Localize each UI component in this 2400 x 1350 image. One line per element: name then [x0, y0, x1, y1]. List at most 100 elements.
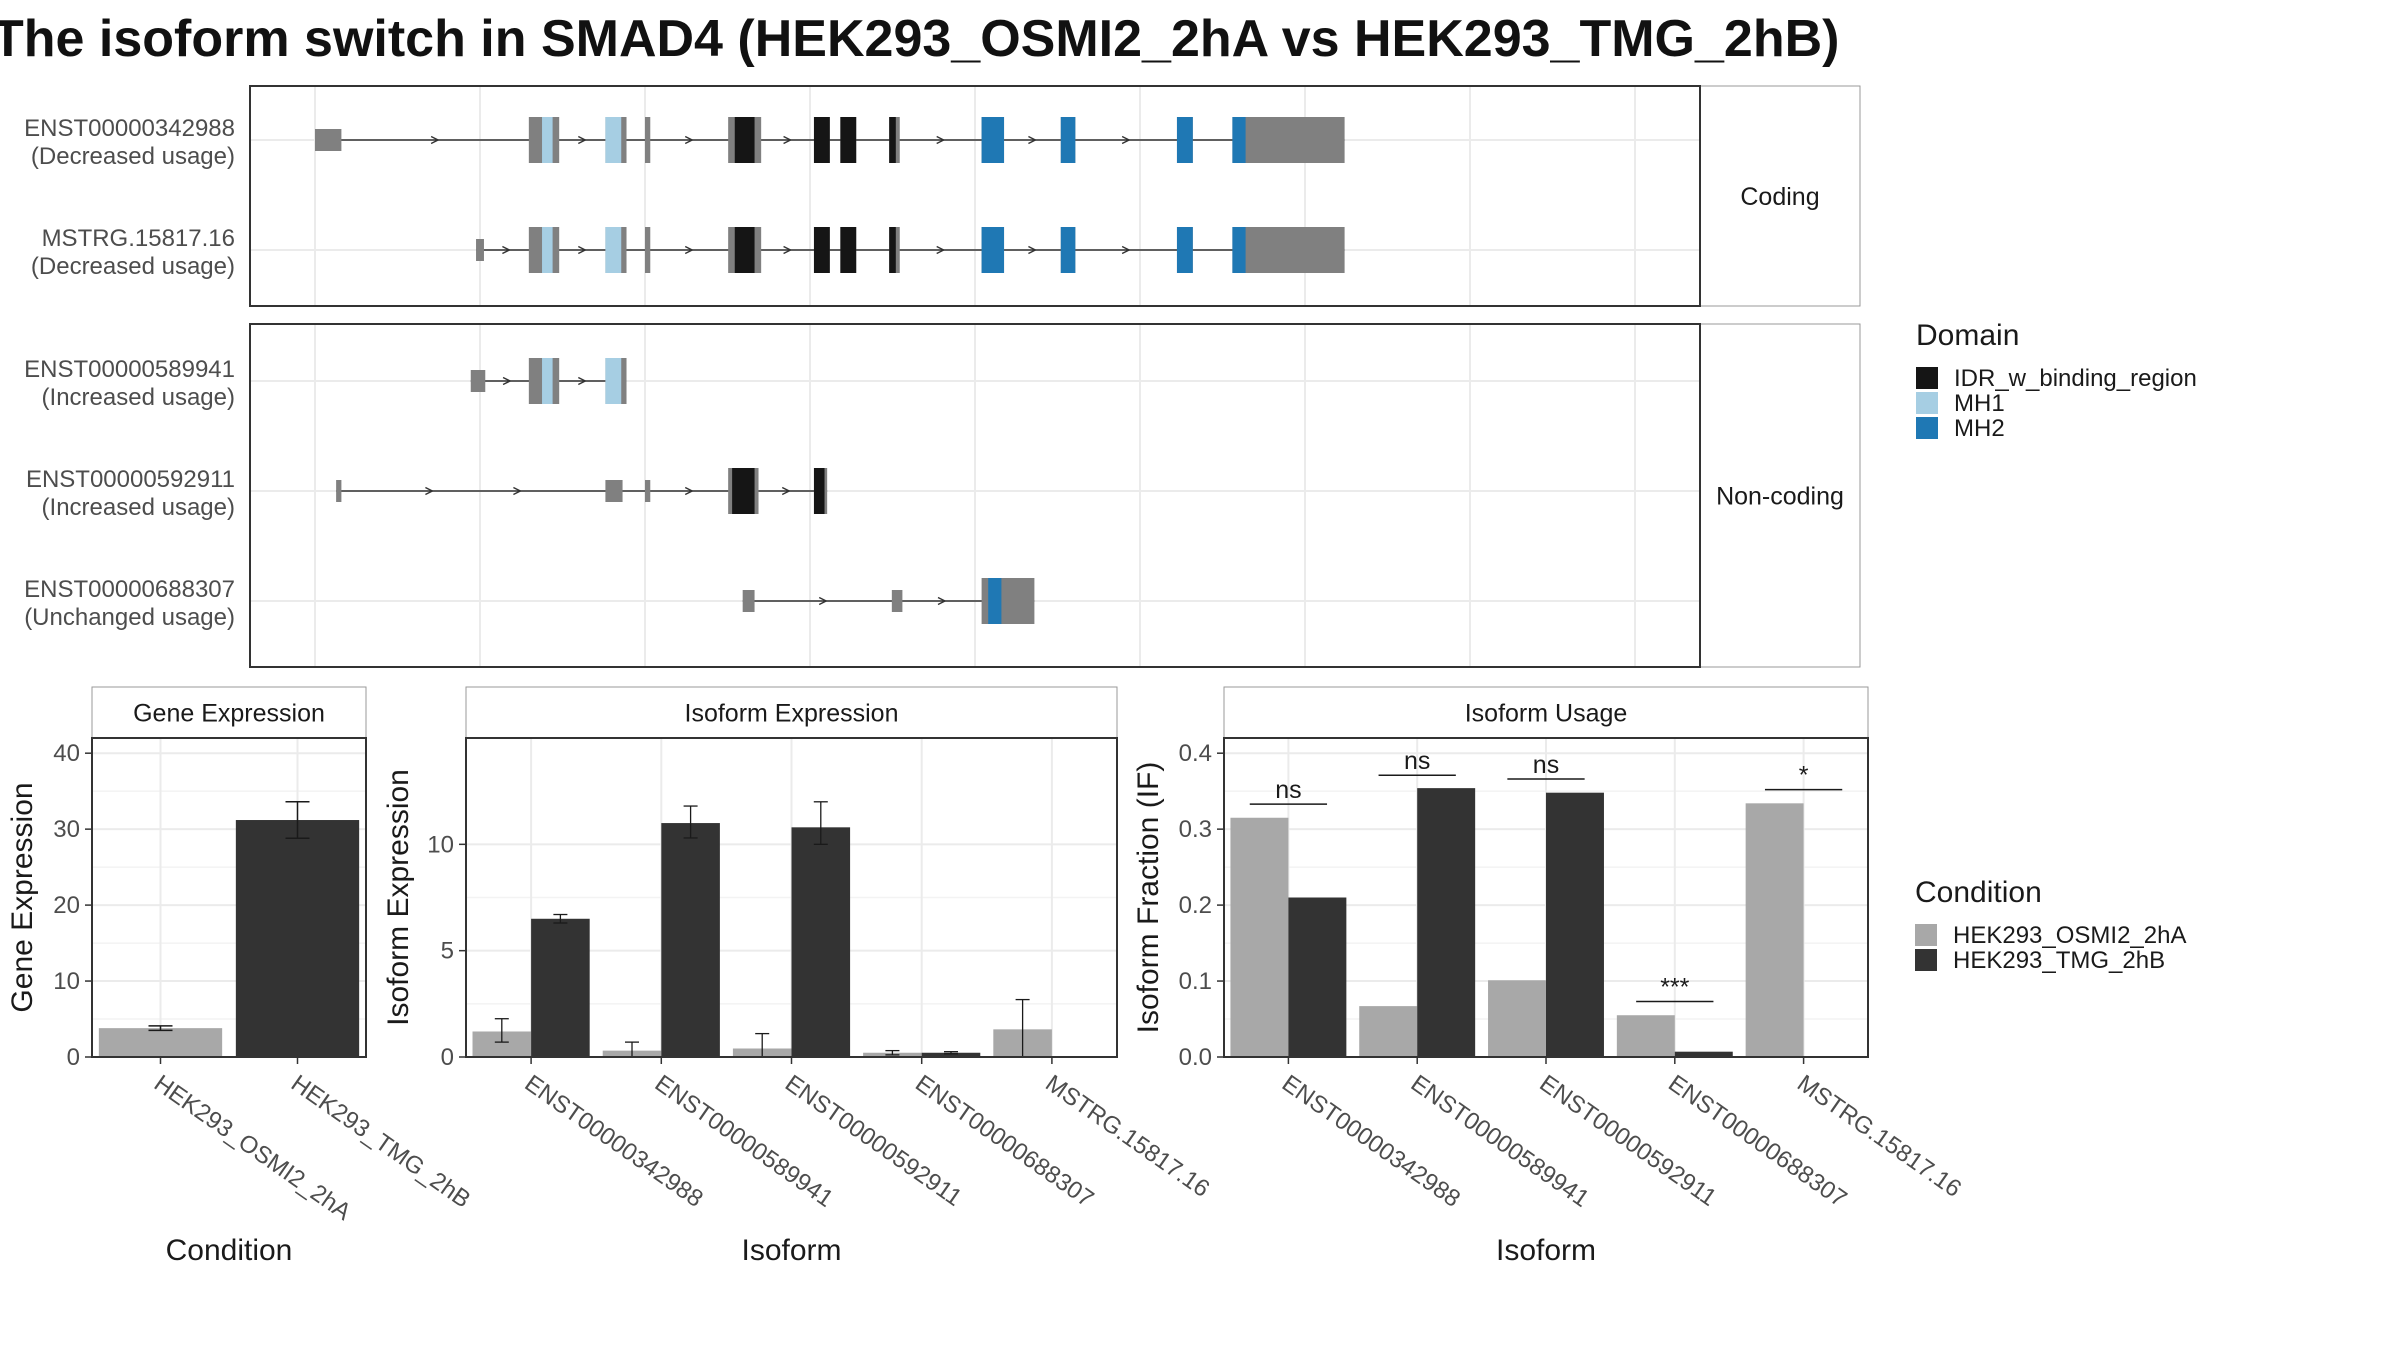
domain-block-idr	[813, 117, 830, 163]
transcript-usage-label: (Decreased usage)	[31, 253, 235, 280]
error-bar	[494, 1018, 509, 1043]
legend-swatch-mh2	[1916, 417, 1938, 439]
significance-label: ns	[1404, 747, 1430, 775]
significance-label: *	[1799, 762, 1809, 790]
transcript-row: ENST00000342988(Decreased usage)	[24, 115, 1345, 170]
bar-enst00000592911-series-0	[1488, 980, 1546, 1057]
figure-title: The isoform switch in SMAD4 (HEK293_OSMI…	[0, 10, 1839, 68]
strand-arrow	[783, 135, 793, 145]
strand-arrow	[577, 135, 587, 145]
legend-label: MH1	[1954, 390, 2005, 417]
strand-arrow	[502, 376, 512, 386]
exon-block	[1232, 227, 1345, 273]
y-tick-label: 30	[53, 816, 80, 843]
exon-block	[742, 590, 755, 612]
y-tick-label: 0	[67, 1044, 80, 1071]
legend-label: HEK293_OSMI2_2hA	[1953, 922, 2186, 949]
exon-block	[645, 227, 651, 273]
plot-border	[91, 737, 367, 1058]
domain-block-mh1	[605, 227, 622, 273]
facet-strip-label: Coding	[1740, 183, 1819, 211]
y-axis-label: Isoform Fraction (IF)	[1132, 762, 1165, 1034]
transcript-row: ENST00000688307(Unchanged usage)	[24, 576, 1035, 631]
isoform-expression-chart: Isoform Expression0510ENST00000342988ENS…	[382, 686, 1214, 1267]
error-bar	[148, 1025, 173, 1032]
y-tick-label: 0.1	[1179, 968, 1212, 995]
y-tick-label: 0.3	[1179, 816, 1212, 843]
legend-swatch-cond_b	[1915, 949, 1937, 971]
bar-enst00000342988-series-1	[1288, 897, 1347, 1057]
panel-border	[249, 323, 1701, 668]
domain-block-mh2	[1232, 227, 1246, 273]
bar-enst00000592911-series-1	[1546, 792, 1604, 1057]
exon-block	[336, 480, 342, 502]
domain-block-mh2	[981, 117, 1005, 163]
legend-swatch-mh1	[1916, 392, 1938, 414]
strand-arrow	[577, 376, 587, 386]
significance-marker: ns	[1378, 747, 1456, 776]
chart-title: Gene Expression	[133, 700, 325, 728]
strand-arrow	[1121, 135, 1131, 145]
facet-strip-box	[1699, 323, 1861, 668]
y-tick-label: 40	[53, 740, 80, 767]
transcript-id-label: ENST00000342988	[24, 115, 235, 142]
y-tick-label: 0	[441, 1044, 454, 1071]
domain-block-mh1	[542, 358, 553, 404]
domain-block-idr	[840, 117, 857, 163]
y-axis-label: Gene Expression	[6, 782, 39, 1012]
domain-block-mh1	[605, 117, 622, 163]
strand-arrow	[513, 486, 522, 496]
domain-block-idr	[813, 468, 825, 514]
domain-block-mh2	[1176, 227, 1193, 273]
y-tick-label: 0.0	[1179, 1044, 1212, 1071]
domain-block-mh2	[988, 578, 1002, 624]
legend-label: IDR_w_binding_region	[1954, 365, 2197, 392]
strand-arrow	[1028, 245, 1037, 255]
y-axis-label: Isoform Expression	[382, 769, 415, 1026]
error-bar	[553, 913, 568, 924]
strand-arrow	[502, 245, 511, 255]
transcript-usage-label: (Unchanged usage)	[24, 604, 235, 631]
legend-title: Condition	[1915, 876, 2042, 909]
significance-label: ns	[1275, 776, 1301, 804]
error-bar	[813, 801, 828, 845]
bar-mstrg-15817-16-series-0	[1745, 803, 1804, 1057]
domain-block-mh1	[542, 227, 553, 273]
bar-enst00000592911-series-1	[791, 827, 851, 1057]
strand-arrow	[783, 245, 793, 255]
domain-block-mh1	[605, 358, 622, 404]
strand-arrow	[937, 596, 947, 606]
y-tick-label: 5	[441, 938, 454, 965]
facet-strip-box	[1699, 85, 1861, 307]
facet-strip-label: Non-coding	[1716, 483, 1844, 511]
chart-strip	[465, 686, 1118, 739]
x-axis-label: Isoform	[741, 1234, 841, 1267]
exon-block	[891, 590, 903, 612]
legend-title: Domain	[1916, 319, 2019, 352]
chart-title: Isoform Usage	[1465, 700, 1628, 728]
domain-block-mh2	[1232, 117, 1246, 163]
transcript-id-label: ENST00000592911	[26, 466, 235, 493]
exon-block	[645, 117, 651, 163]
gene-expression-chart: Gene Expression010203040HEK293_OSMI2_2hA…	[6, 686, 475, 1267]
domain-block-idr	[734, 117, 755, 163]
strand-arrow	[684, 486, 694, 496]
domain-block-mh2	[981, 227, 1005, 273]
strand-arrow	[430, 135, 440, 145]
strand-arrow	[1028, 135, 1037, 145]
error-bar	[683, 805, 698, 839]
domain-block-idr	[732, 468, 755, 514]
legend-label: HEK293_TMG_2hB	[1953, 947, 2165, 974]
transcript-row: ENST00000592911(Increased usage)	[26, 466, 828, 521]
significance-marker: ns	[1507, 751, 1585, 780]
bar-enst00000589941-series-1	[661, 823, 720, 1057]
y-tick-label: 10	[53, 968, 80, 995]
facet-strip: Non-coding	[1699, 323, 1861, 668]
chart-title: Isoform Expression	[685, 700, 899, 728]
